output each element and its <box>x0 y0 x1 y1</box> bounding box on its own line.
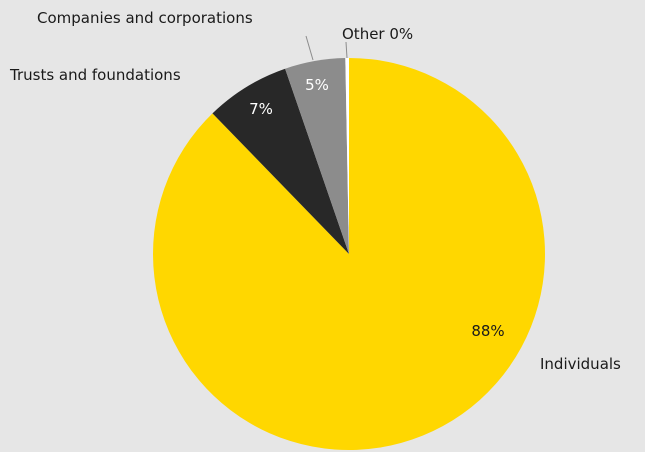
category-label-individuals: Individuals <box>540 355 621 373</box>
value-label-individuals: 88% <box>471 322 504 340</box>
category-label-other: Other 0% <box>342 25 413 43</box>
pie-slice-trusts <box>212 68 349 254</box>
pie-slice-companies <box>285 58 349 255</box>
leader-line-companies <box>305 35 314 61</box>
value-labels: 88% 7% 5% <box>249 76 505 340</box>
category-label-trusts: Trusts and foundations <box>9 66 181 84</box>
pie-slices <box>153 58 545 450</box>
leader-line-other <box>345 41 348 59</box>
value-label-companies: 5% <box>305 76 329 94</box>
category-label-companies: Companies and corporations <box>37 9 253 27</box>
category-labels: Individuals Trusts and foundations Compa… <box>9 9 621 373</box>
pie-slice-other <box>345 58 349 254</box>
value-label-trusts: 7% <box>249 100 273 118</box>
leader-lines <box>305 35 348 61</box>
